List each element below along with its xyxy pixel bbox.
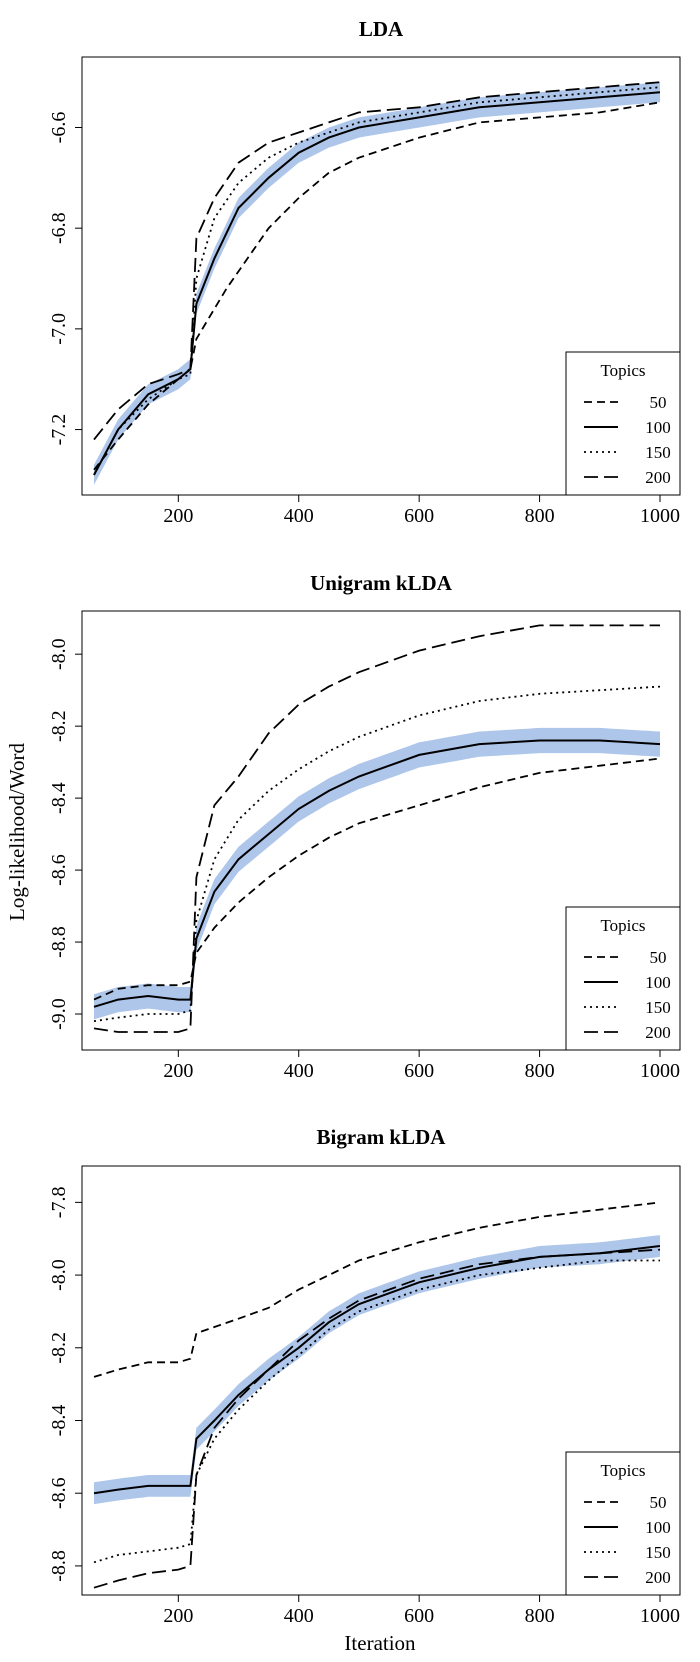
series-line [93,81,661,441]
x-tick-label: 800 [525,1060,555,1082]
y-tick-label: -9.0 [48,998,70,1030]
plot-frame [81,56,681,496]
plot-frame [81,1165,681,1596]
series-line [93,1248,661,1589]
legend-title: Topics [600,361,645,380]
series-line [93,91,661,476]
confidence-band [94,82,660,485]
legend-entry: 100 [645,418,671,437]
x-tick-label: 200 [163,505,193,527]
legend-entry: 150 [645,443,671,462]
y-tick-label: -8.8 [48,926,70,958]
y-tick-label: -8.6 [48,1477,70,1509]
y-tick-label: -8.2 [48,1332,70,1364]
y-tick-label: -8.4 [48,782,70,814]
chart-panel: Bigram kLDA 200 400 600 800 1000 -8.8 -8.6 -8.4 -… [48,1125,681,1627]
confidence-band [94,1235,660,1505]
y-axis-title: Log-likelihood/Word [5,743,29,921]
legend-box [565,906,681,1051]
x-tick-label: 200 [163,1060,193,1082]
chart-title: Unigram kLDA [310,571,453,595]
chart-panel: Unigram kLDA 200 400 600 800 1000 -9.0 -8.8 -8.6… [48,571,681,1082]
legend-entry: 150 [645,1543,671,1562]
y-tick-label: -6.6 [48,112,70,144]
x-axis-title: Iteration [344,1631,416,1655]
y-tick-label: -8.6 [48,854,70,886]
legend-title: Topics [600,916,645,935]
y-tick-label: -8.4 [48,1405,70,1437]
y-tick-label: -8.0 [48,1259,70,1291]
x-tick-label: 400 [284,505,314,527]
series-line [93,739,661,1008]
panels: LDA 200 400 600 800 1000 -7.2 -7.0 -6.8 -6.6 Topic… [48,17,681,1627]
x-tick-label: 600 [404,505,434,527]
legend-entry: 100 [645,1518,671,1537]
legend: Topics 50 100 150 200 [565,906,681,1051]
y-tick-label: -8.0 [48,638,70,670]
x-tick-label: 600 [404,1605,434,1627]
confidence-band [94,727,660,1020]
y-tick-label: -7.8 [48,1187,70,1219]
legend-entry: 50 [650,393,667,412]
legend-entry: 150 [645,998,671,1017]
legend-title: Topics [600,1461,645,1480]
series-line [93,624,660,1033]
y-tick-label: -6.8 [48,212,70,244]
legend-entry: 50 [650,1493,667,1512]
x-tick-label: 400 [284,1605,314,1627]
x-tick-label: 400 [284,1060,314,1082]
legend: Topics 50 100 150 200 [565,1451,681,1596]
series-line [93,1201,661,1378]
y-tick-label: -7.2 [48,414,70,446]
series-line [93,757,661,1001]
x-tick-label: 800 [525,1605,555,1627]
legend-entry: 200 [645,468,671,487]
y-tick-label: -8.8 [48,1550,70,1582]
plot-frame [81,610,681,1051]
y-tick-label: -8.2 [48,710,70,742]
legend-entry: 200 [645,1568,671,1587]
legend-box [565,1451,681,1596]
legend-box [565,351,681,496]
legend-entry: 200 [645,1023,671,1042]
series-line [93,101,661,471]
chart-title: LDA [359,17,404,41]
chart-panel: LDA 200 400 600 800 1000 -7.2 -7.0 -6.8 -6.6 Topic… [48,17,681,527]
x-tick-label: 800 [525,505,555,527]
x-tick-label: 1000 [640,505,680,527]
chart-title: Bigram kLDA [317,1125,447,1149]
x-tick-label: 1000 [640,1060,680,1082]
legend-entry: 100 [645,973,671,992]
x-tick-label: 600 [404,1060,434,1082]
y-tick-label: -7.0 [48,313,70,345]
legend: Topics 50 100 150 200 [565,351,681,496]
legend-entry: 50 [650,948,667,967]
x-tick-label: 200 [163,1605,193,1627]
x-tick-label: 1000 [640,1605,680,1627]
series-line [93,86,661,476]
